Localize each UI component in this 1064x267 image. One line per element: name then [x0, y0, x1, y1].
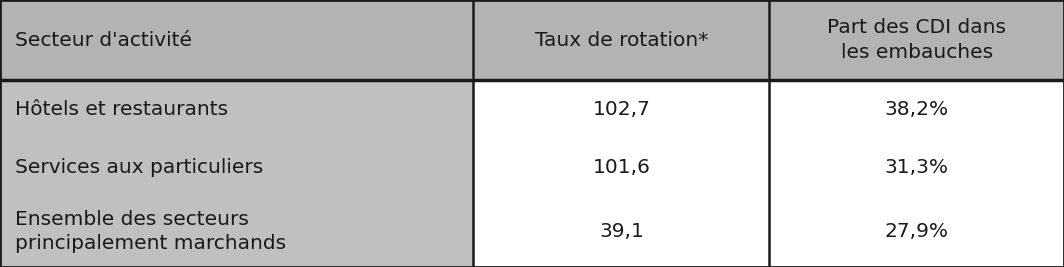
Text: Part des CDI dans
les embauches: Part des CDI dans les embauches [827, 18, 1007, 62]
Text: 39,1: 39,1 [599, 222, 644, 241]
Bar [769, 80, 1064, 267]
Text: 101,6: 101,6 [593, 158, 650, 177]
Text: 102,7: 102,7 [593, 100, 650, 119]
Bar [0, 0, 473, 80]
Text: Secteur d'activité: Secteur d'activité [15, 30, 192, 50]
Bar [473, 80, 769, 267]
Text: 31,3%: 31,3% [884, 158, 949, 177]
Text: 27,9%: 27,9% [884, 222, 949, 241]
Text: Taux de rotation*: Taux de rotation* [535, 30, 708, 50]
Bar [473, 0, 769, 80]
Bar [0, 80, 473, 267]
Bar [769, 0, 1064, 80]
Text: Hôtels et restaurants: Hôtels et restaurants [15, 100, 228, 119]
Text: 38,2%: 38,2% [884, 100, 949, 119]
Text: Services aux particuliers: Services aux particuliers [15, 158, 263, 177]
Text: Ensemble des secteurs
principalement marchands: Ensemble des secteurs principalement mar… [15, 210, 286, 253]
